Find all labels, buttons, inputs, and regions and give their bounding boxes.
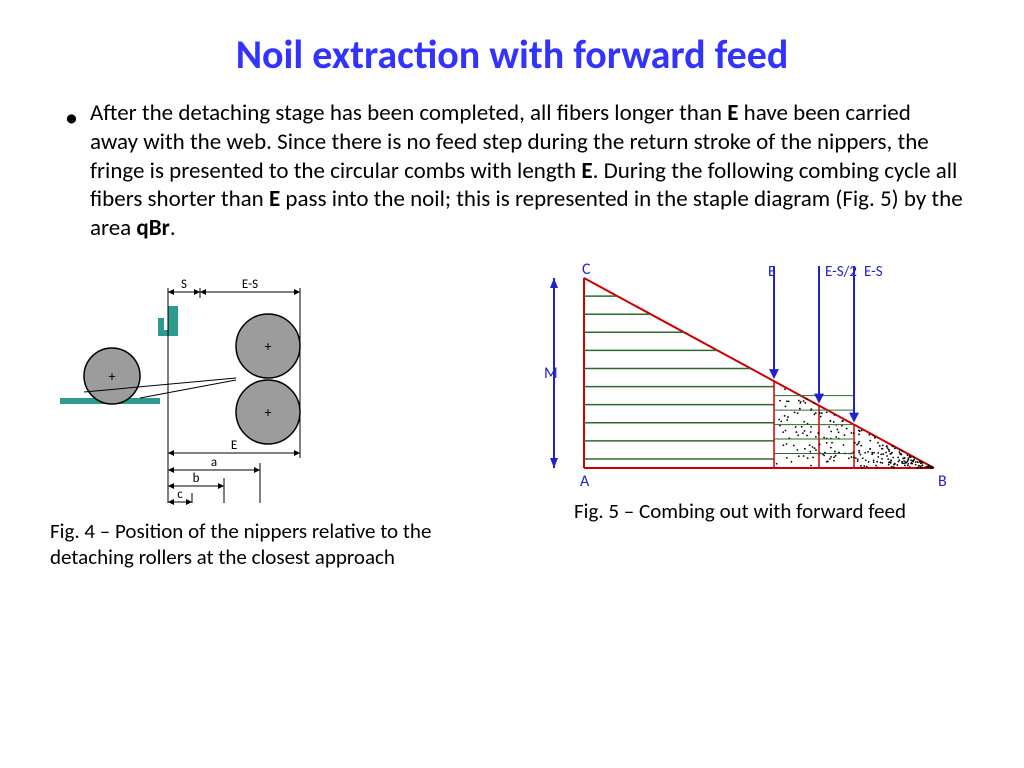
body-paragraph: • After the detaching stage has been com… <box>90 99 964 243</box>
svg-text:E-S/2: E-S/2 <box>825 263 857 281</box>
svg-text:E-S: E-S <box>864 263 883 281</box>
fig5-caption: Fig. 5 – Combing out with forward feed <box>574 498 974 524</box>
bullet-icon: • <box>65 101 78 134</box>
svg-text:A: A <box>580 472 590 488</box>
svg-text:+: + <box>265 338 272 355</box>
fig5-diagram: M E E-S/2 E-S C A B <box>544 258 974 488</box>
svg-text:B: B <box>938 472 947 488</box>
svg-text:E: E <box>768 263 775 281</box>
svg-text:a: a <box>211 455 217 470</box>
svg-text:C: C <box>582 260 591 279</box>
fig4-caption: Fig. 4 – Position of the nippers relativ… <box>50 518 490 570</box>
page-title: Noil extraction with forward feed <box>50 30 974 79</box>
svg-text:b: b <box>193 471 200 486</box>
figure-5: M E E-S/2 E-S C A B Fig. 5 – Combing out with … <box>544 258 974 570</box>
svg-text:c: c <box>177 487 183 502</box>
figure-4: + + + S E-S Eabc Fig. 4 – Position of the nip… <box>50 258 490 570</box>
figures-row: + + + S E-S Eabc Fig. 4 – Position of the nip… <box>50 258 974 570</box>
svg-text:E-S: E-S <box>242 277 258 292</box>
svg-text:+: + <box>109 368 116 385</box>
svg-text:S: S <box>181 277 187 292</box>
svg-text:+: + <box>265 404 272 421</box>
svg-text:E: E <box>231 438 237 453</box>
svg-text:M: M <box>544 364 558 383</box>
fig4-diagram: + + + S E-S Eabc <box>50 258 380 508</box>
